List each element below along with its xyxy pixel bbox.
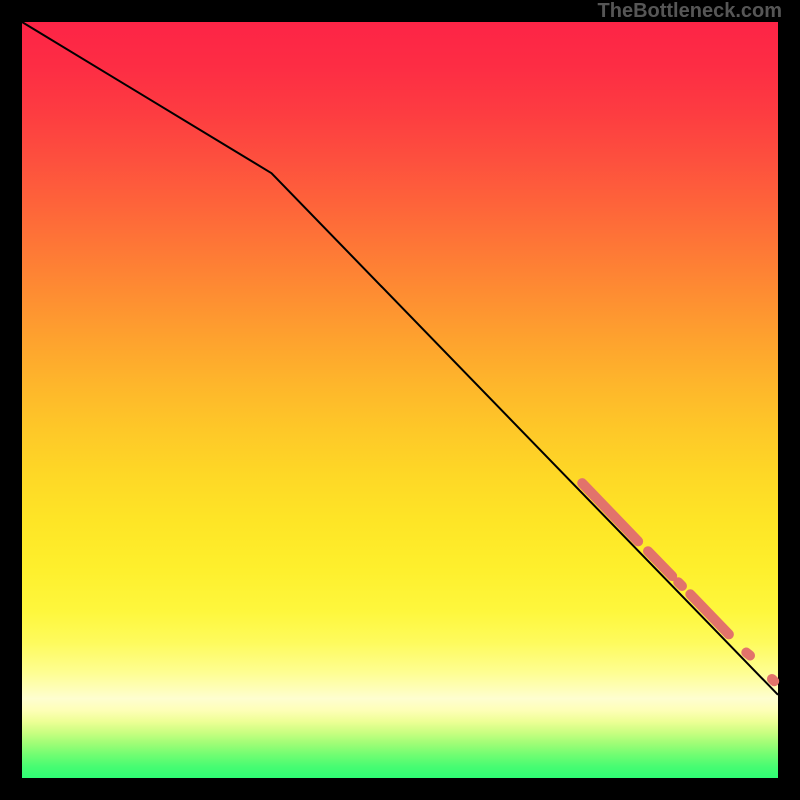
- bottleneck-chart: [0, 0, 800, 800]
- chart-marker-segment: [772, 679, 774, 681]
- chart-marker-segment: [746, 653, 750, 656]
- chart-marker-segment: [678, 582, 682, 586]
- chart-container: TheBottleneck.com: [0, 0, 800, 800]
- chart-gradient-background: [22, 22, 778, 778]
